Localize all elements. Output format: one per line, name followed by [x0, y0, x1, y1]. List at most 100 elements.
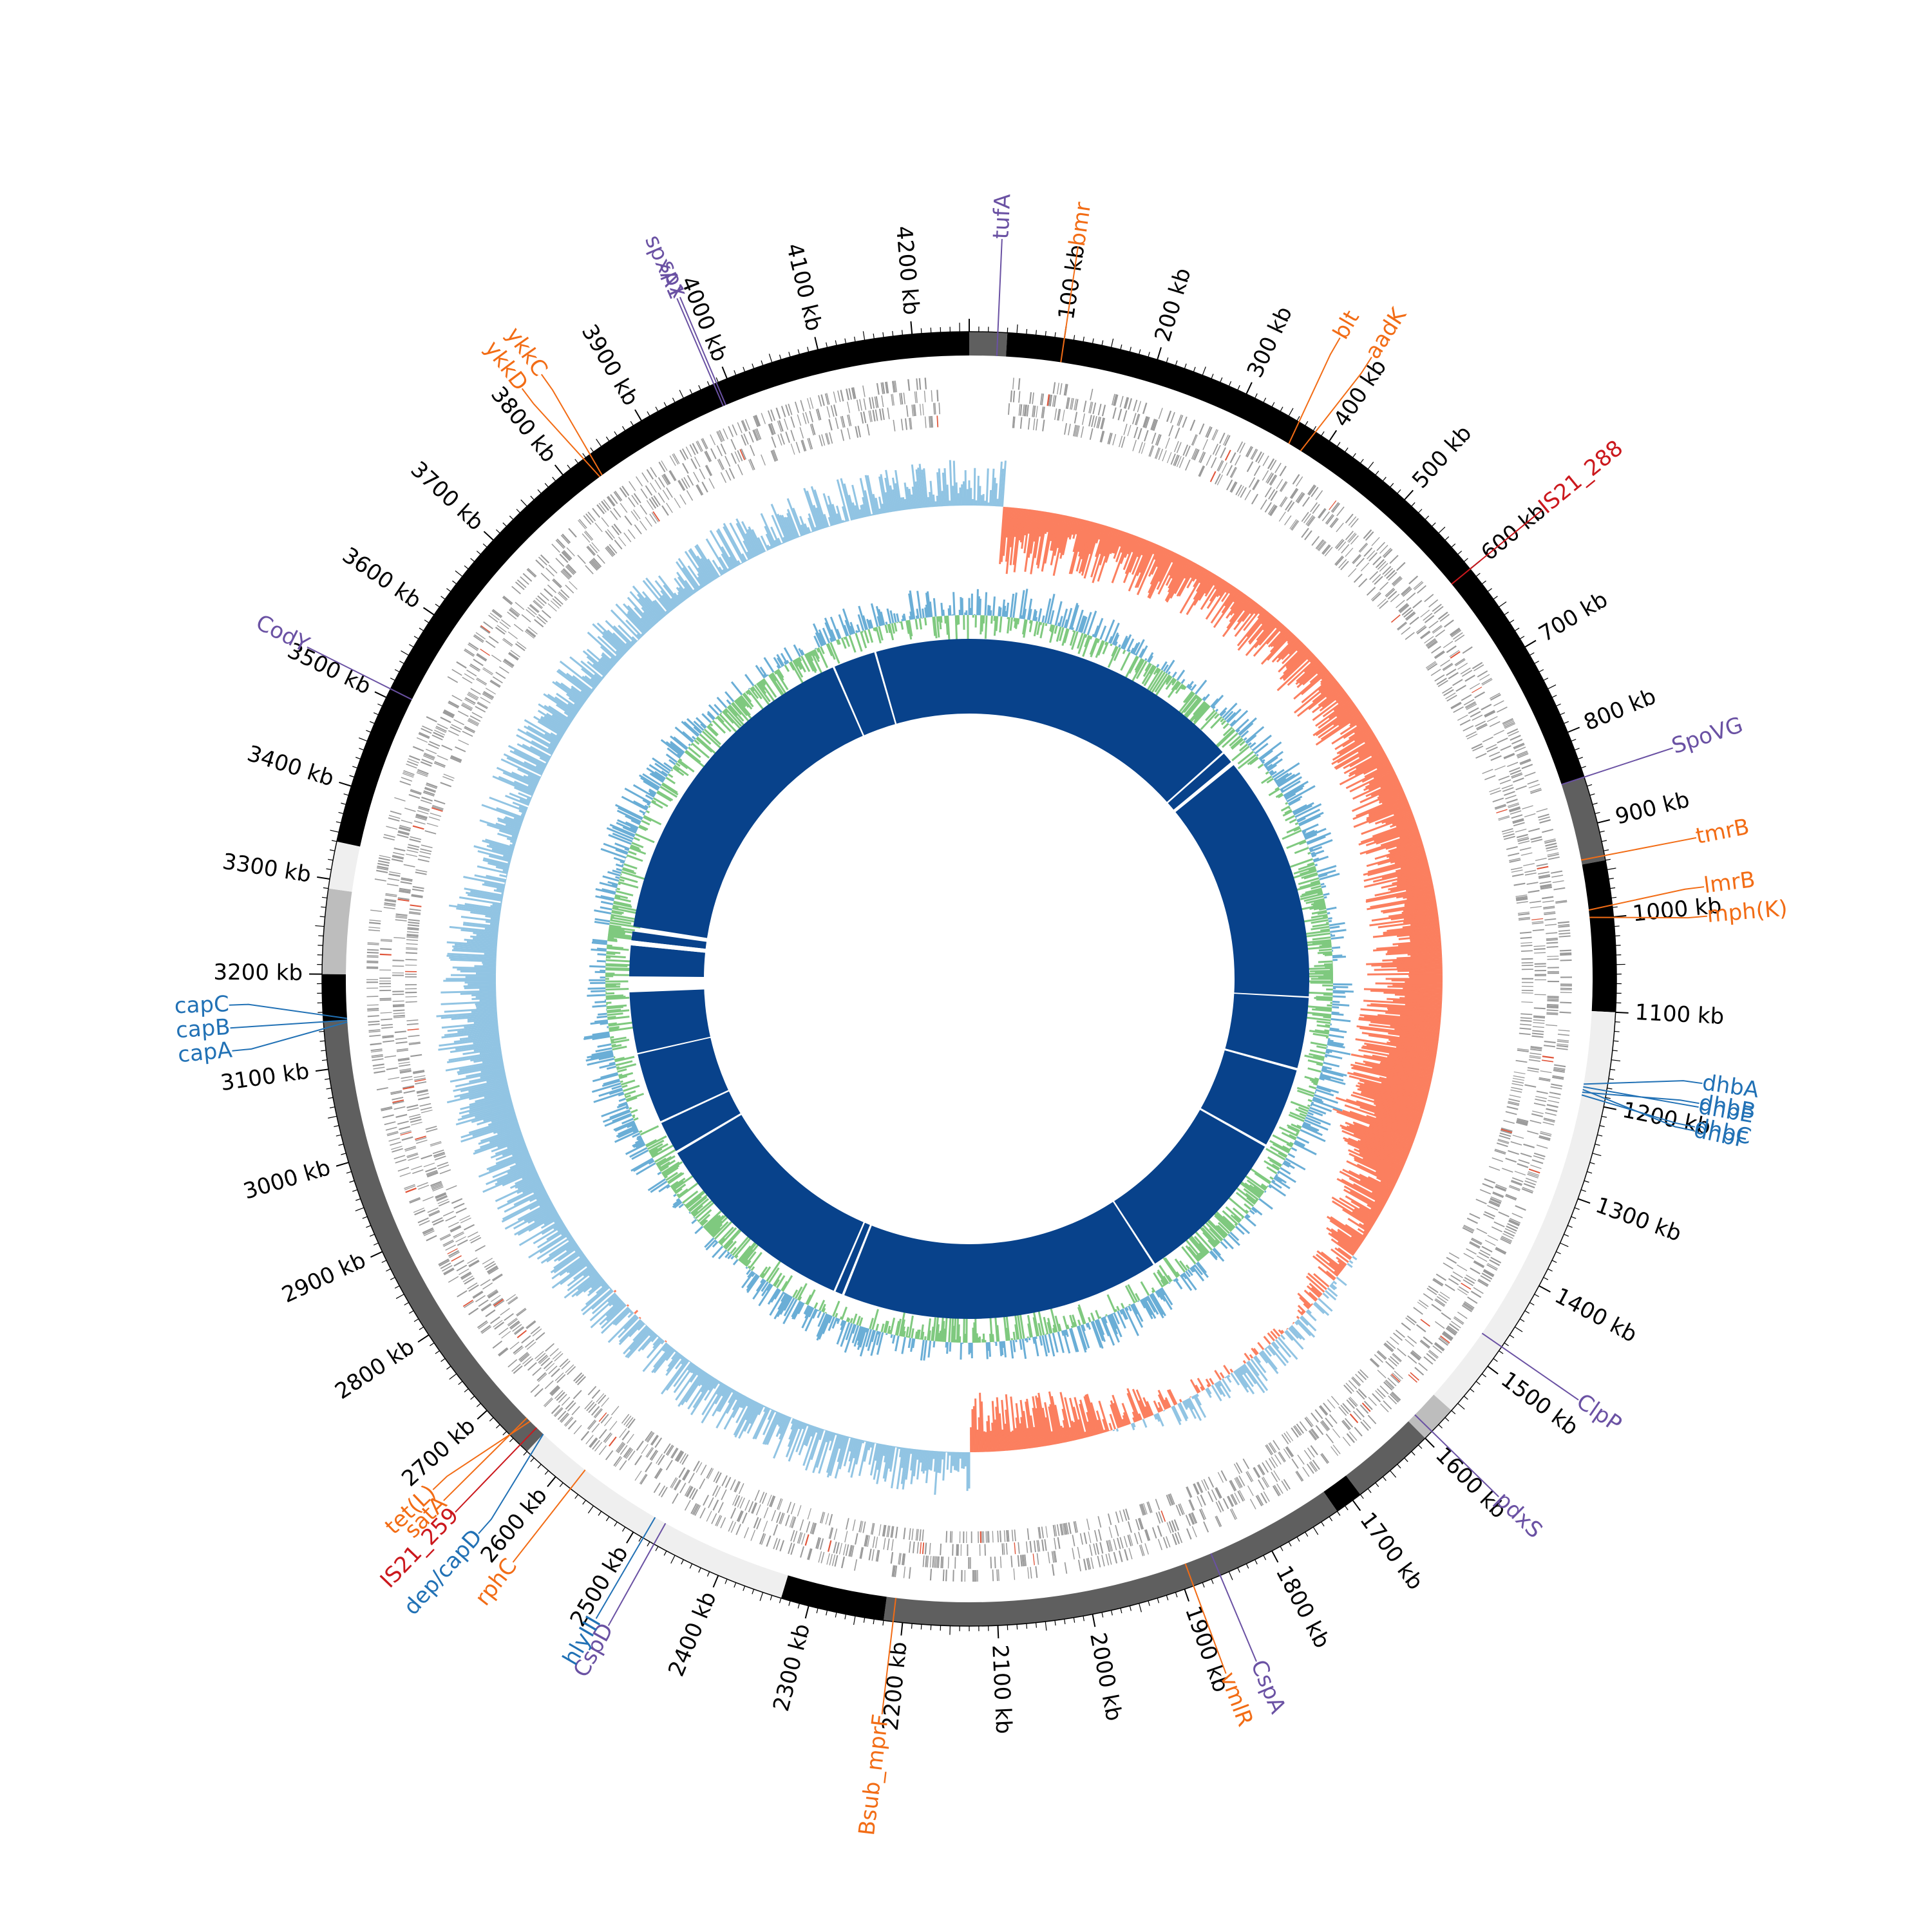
gc-skew-bar — [1396, 965, 1443, 969]
gene-feature — [512, 1323, 522, 1332]
gene-feature — [1461, 1304, 1472, 1312]
gene-feature — [952, 1569, 954, 1582]
gene-feature — [924, 416, 927, 428]
gene-feature — [1546, 848, 1558, 852]
gc-content-bar — [1215, 708, 1219, 712]
gene-feature — [616, 1442, 625, 1453]
gene-feature — [1399, 605, 1410, 614]
gc-skew-bar — [517, 1177, 541, 1190]
gene-feature — [1475, 753, 1487, 759]
gene-feature — [874, 396, 877, 408]
gene-feature — [1127, 424, 1132, 437]
gene-feature — [1470, 1291, 1482, 1298]
gc-skew-bar — [900, 1448, 908, 1484]
gene-feature — [1469, 683, 1481, 690]
gc-skew-bar — [1092, 526, 1112, 583]
gc-skew-bar — [495, 1146, 527, 1161]
gc-skew-bar — [1015, 1417, 1021, 1450]
gc-skew-bar — [1177, 1403, 1188, 1421]
gene-feature — [1401, 1322, 1412, 1331]
gene-feature — [376, 867, 388, 871]
gc-content-bar — [1296, 808, 1321, 822]
gene-feature — [1511, 814, 1523, 819]
gene-feature — [594, 522, 603, 533]
gene-feature — [759, 1492, 765, 1503]
gene-feature — [1435, 651, 1445, 659]
gc-skew-bar — [1001, 1399, 1007, 1451]
gene-feature — [650, 497, 659, 507]
gene-feature — [1542, 1121, 1555, 1126]
gc-skew-bar — [1342, 1110, 1416, 1137]
gc-content-bar — [1285, 793, 1296, 800]
gc-skew-bar — [1113, 531, 1124, 559]
gene-feature — [399, 1172, 411, 1177]
gc-skew-bar — [1229, 594, 1247, 616]
gc-skew-bar — [1341, 1130, 1408, 1159]
gene-feature — [488, 614, 498, 623]
gc-skew-bar — [507, 1161, 534, 1175]
gc-content-bar — [1303, 829, 1315, 837]
gene-feature — [441, 1265, 453, 1272]
gc-skew-bar — [1403, 916, 1439, 924]
gene-feature — [1171, 1533, 1177, 1546]
gene-feature — [1449, 650, 1460, 658]
gene-feature — [470, 1236, 482, 1244]
gc-content-bar — [1311, 925, 1330, 931]
gc-skew-bar — [511, 771, 538, 785]
gc-skew-bar — [523, 775, 539, 784]
gene-feature — [1539, 1077, 1551, 1081]
gc-skew-bar — [1342, 728, 1372, 748]
gene-feature — [1432, 625, 1442, 633]
gene-feature — [645, 485, 653, 496]
gene-feature — [871, 1549, 875, 1561]
gc-skew-bar — [860, 505, 865, 518]
gene-feature — [769, 1495, 775, 1507]
gc-skew-bar — [1184, 562, 1195, 579]
gc-skew-bar — [952, 1452, 955, 1466]
gc-skew-bar — [813, 489, 828, 528]
gc-skew-bar — [1209, 579, 1225, 602]
gc-skew-bar — [473, 1135, 524, 1155]
gene-feature — [1493, 700, 1504, 706]
gene-feature — [506, 1294, 516, 1302]
gene-feature — [1511, 1180, 1522, 1186]
gene-feature — [1185, 445, 1191, 457]
gc-skew-bar — [641, 607, 657, 625]
gc-skew-bar — [613, 1289, 617, 1293]
gc-skew-bar — [1168, 556, 1186, 589]
gene-feature — [1308, 1430, 1316, 1441]
gc-skew-bar — [470, 935, 498, 940]
gene-feature — [1205, 426, 1211, 437]
gc-skew-bar — [1221, 589, 1240, 614]
gc-skew-bar — [1037, 511, 1048, 569]
gene-feature — [1087, 1558, 1092, 1570]
gc-skew-bar — [998, 461, 1003, 507]
gc-skew-bar — [1358, 1148, 1403, 1170]
gc-skew-bar — [1247, 614, 1273, 643]
gene-feature — [1484, 1240, 1496, 1246]
gc-skew-bar — [1403, 905, 1437, 913]
gc-content-bar — [1182, 686, 1187, 690]
gc-skew-bar — [1349, 1177, 1389, 1200]
gene-feature — [1072, 1548, 1075, 1560]
gene-feature — [1541, 1059, 1554, 1063]
gc-skew-bar — [638, 1316, 641, 1320]
gene-feature — [1336, 506, 1345, 516]
gc-skew-bar — [1136, 545, 1160, 596]
gene-feature — [1546, 1005, 1559, 1008]
gc-skew-bar — [1019, 1423, 1025, 1450]
gc-content-bar — [1227, 1233, 1240, 1246]
gc-skew-bar — [688, 549, 712, 583]
gene-feature — [532, 1328, 542, 1337]
gene-feature — [1063, 384, 1067, 396]
gene-feature — [1047, 1551, 1050, 1564]
gene-feature — [1470, 710, 1481, 718]
gene-feature — [1482, 1183, 1494, 1189]
gene-feature — [1025, 1541, 1028, 1553]
gene-feature — [1301, 527, 1309, 538]
gene-feature — [613, 524, 622, 534]
gc-skew-bar — [1363, 759, 1390, 775]
gene-feature — [380, 1012, 392, 1014]
gene-feature — [1511, 772, 1522, 778]
gc-skew-bar — [1308, 1291, 1318, 1301]
